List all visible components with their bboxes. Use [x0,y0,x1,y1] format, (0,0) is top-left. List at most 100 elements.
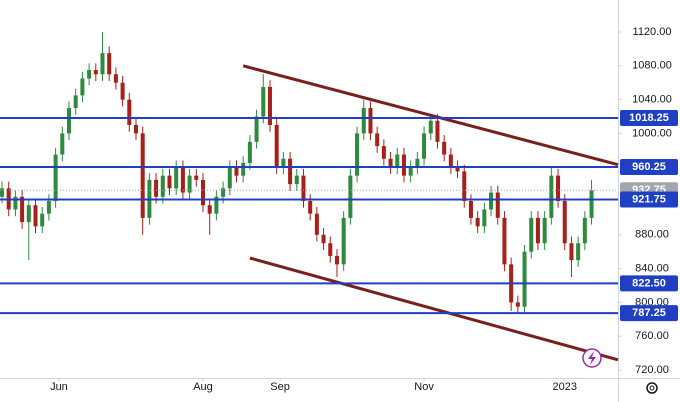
candle-body [194,175,199,180]
candle-body [187,175,192,193]
level-label-bg [620,275,678,292]
candle-body [261,86,266,117]
candle-body [348,175,353,218]
candle-body [274,124,279,168]
candle-body [435,120,440,142]
candle-body [207,205,212,214]
y-tick-label: 720.00 [635,364,669,376]
candle-body [127,99,132,125]
candle-body [200,179,205,206]
candle-body [167,175,172,189]
candle-body [107,53,112,75]
candle-body [140,133,145,218]
candle-body [482,209,487,227]
candle-body [254,116,259,142]
candle-body [66,108,72,134]
candle-body [221,188,226,197]
trend-line [242,64,619,167]
candle-body [234,167,239,176]
candle-body [73,95,78,109]
level-label-bg [620,305,678,322]
candle-body [341,217,346,265]
candle-body [442,141,447,155]
candle-body [100,53,105,75]
candle-body [368,108,373,134]
candle-body [375,133,380,147]
candle-body [133,124,139,134]
candle-body [422,133,427,159]
y-tick-label: 1040.00 [632,94,672,106]
level-label: 787.25 [632,307,666,319]
candle-body [355,133,360,176]
candle-body [495,192,500,218]
candle-body [46,200,51,214]
x-tick-label: 2023 [552,381,576,393]
x-tick-label: Aug [193,381,213,393]
level-label: 822.50 [632,277,666,289]
candle-body [294,175,299,185]
candle-body [301,175,306,201]
y-tick-label: 760.00 [635,330,669,342]
candle-body [0,188,5,197]
candle-body [26,205,31,223]
candle-body [515,302,520,307]
candle-body [180,167,185,193]
candle-body [93,70,98,75]
candle-body [120,82,125,100]
candle-body [455,167,460,172]
candle-body [489,192,494,210]
y-tick-label: 1080.00 [632,60,672,72]
axes: 720.00760.00800.00840.00880.001000.00104… [50,26,678,393]
candle-body [562,200,567,244]
candle-body [556,175,561,201]
candle-body [308,200,313,214]
candle-body [13,196,18,210]
candle-body [314,213,319,235]
candle-body [247,141,252,163]
candle-body [321,234,326,244]
candle-body [462,171,467,201]
candle-body [160,175,165,197]
candle-body [328,243,333,256]
candle-body [40,213,45,227]
candle-body [60,133,65,155]
candle-body [448,154,453,168]
x-tick-label: Jun [50,381,68,393]
candle-body [408,167,413,176]
y-tick-label: 840.00 [635,262,669,274]
candle-body [113,74,118,83]
y-tick-label: 1000.00 [632,127,672,139]
candle-body [53,154,58,201]
candle-body [361,108,366,134]
candle-body [20,196,25,223]
candle-body [569,243,574,261]
candle-body [502,217,507,265]
candle-body [401,154,406,176]
candle-body [33,205,38,227]
y-tick-label: 1120.00 [633,26,672,38]
trend-line [249,256,619,362]
y-tick-label: 880.00 [635,229,669,241]
candle-body [428,120,433,134]
candle-body [522,251,527,307]
candle-body [87,70,92,79]
level-label-bg [620,158,678,175]
candle-body [576,243,581,261]
candle-body [388,158,393,168]
candle-body [267,86,272,125]
candle-body [288,158,293,185]
candle-body [549,175,554,218]
candle-body [542,217,547,244]
candle-body [395,154,400,168]
candle-body [214,196,219,214]
candle-body [80,78,85,96]
candle-body [174,167,179,189]
candle-body [582,217,587,244]
level-label: 960.25 [632,161,666,173]
level-label-bg [620,191,678,208]
candle-body [154,179,159,197]
candle-body [241,162,246,176]
alert-icon[interactable] [582,348,602,368]
settings-icon[interactable] [646,382,658,394]
candle-body [468,200,473,218]
